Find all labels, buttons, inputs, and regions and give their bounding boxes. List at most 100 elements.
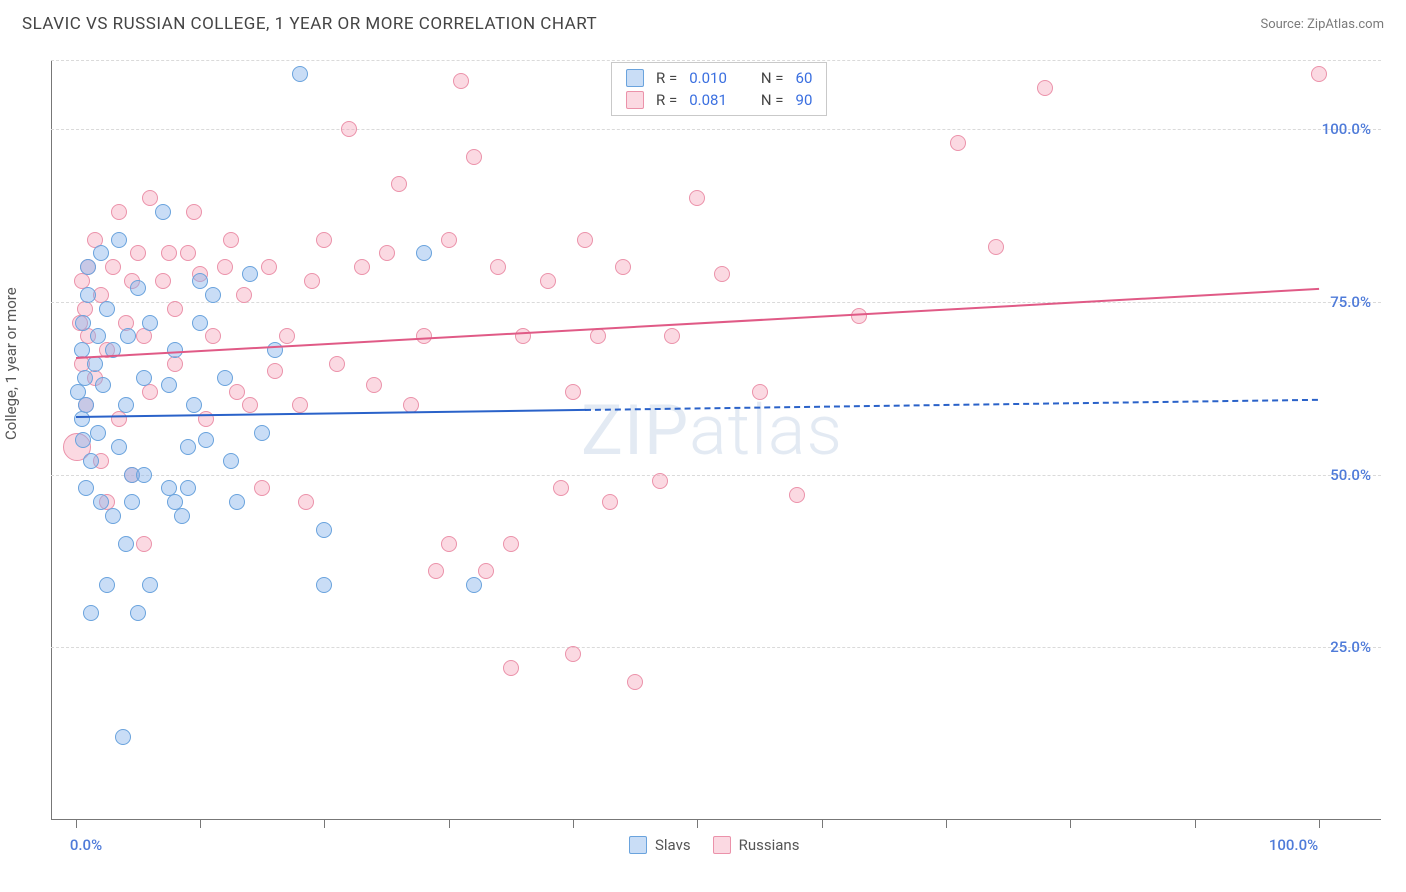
russians-point [490, 259, 506, 275]
stats-legend: R =0.010N =60R =0.081N =90 [611, 62, 827, 116]
russians-point [565, 384, 581, 400]
russians-point [136, 536, 152, 552]
russians-point [714, 266, 730, 282]
russians-point [950, 135, 966, 151]
slavs-point [99, 301, 115, 317]
x-tick-label-min: 0.0% [70, 836, 102, 854]
russians-point [577, 232, 593, 248]
y-tick-label: 75.0% [1330, 293, 1371, 311]
n-label: N = [761, 69, 784, 87]
y-tick-label: 25.0% [1330, 638, 1371, 656]
slavs-point [130, 280, 146, 296]
n-value: 60 [796, 69, 813, 87]
r-label: R = [656, 69, 677, 87]
russians-point [428, 563, 444, 579]
russians-point [130, 245, 146, 261]
slavs-point [118, 397, 134, 413]
slavs-point [136, 370, 152, 386]
russians-point [142, 190, 158, 206]
y-tick-label: 50.0% [1330, 466, 1371, 484]
slavs-point [93, 494, 109, 510]
russians-point [316, 232, 332, 248]
slavs-point [115, 729, 131, 745]
slavs-point [136, 467, 152, 483]
slavs-point [180, 480, 196, 496]
russians-point [590, 328, 606, 344]
stats-legend-row: R =0.010N =60 [612, 67, 826, 89]
x-tick [822, 820, 823, 828]
slavs-point [111, 232, 127, 248]
russians-point [167, 356, 183, 372]
legend-swatch [629, 836, 647, 854]
n-value: 90 [796, 91, 813, 109]
russians-point [453, 73, 469, 89]
gridline [51, 129, 1381, 130]
slavs-point [254, 425, 270, 441]
russians-point [229, 384, 245, 400]
russians-point [441, 536, 457, 552]
chart-header: SLAVIC VS RUSSIAN COLLEGE, 1 YEAR OR MOR… [22, 14, 1384, 34]
x-tick [76, 820, 77, 828]
slavs-point [192, 273, 208, 289]
slavs-point [120, 328, 136, 344]
russians-point [267, 363, 283, 379]
slavs-point [292, 66, 308, 82]
russians-point [366, 377, 382, 393]
slavs-point [198, 432, 214, 448]
russians-point [391, 176, 407, 192]
slavs-point [95, 377, 111, 393]
series-legend-label: Russians [739, 836, 800, 854]
russians-point [105, 259, 121, 275]
russians-point [161, 245, 177, 261]
plot-border [51, 60, 1381, 820]
gridline [51, 647, 1381, 648]
r-label: R = [656, 91, 677, 109]
russians-point [298, 494, 314, 510]
stats-legend-row: R =0.081N =90 [612, 89, 826, 111]
x-tick [324, 820, 325, 828]
slavs-point [80, 287, 96, 303]
russians-point [379, 245, 395, 261]
slavs-point [99, 577, 115, 593]
slavs-point [78, 480, 94, 496]
russians-point [205, 328, 221, 344]
slavs-point [130, 605, 146, 621]
russians-point [261, 259, 277, 275]
russians-point [223, 232, 239, 248]
slavs-point [93, 245, 109, 261]
russians-point [304, 273, 320, 289]
russians-point [689, 190, 705, 206]
slavs-point [242, 266, 258, 282]
n-label: N = [761, 91, 784, 109]
series-legend-item: Slavs [629, 836, 691, 854]
russians-point [540, 273, 556, 289]
russians-point [602, 494, 618, 510]
slavs-point [80, 259, 96, 275]
slavs-point [74, 411, 90, 427]
russians-point [441, 232, 457, 248]
russians-point [503, 660, 519, 676]
russians-point [136, 328, 152, 344]
series-legend: Slavs Russians [629, 836, 799, 854]
russians-point [752, 384, 768, 400]
russians-point [988, 239, 1004, 255]
russians-point [478, 563, 494, 579]
x-tick [1319, 820, 1320, 828]
slavs-point [466, 577, 482, 593]
russians-point [503, 536, 519, 552]
slavs-point [229, 494, 245, 510]
x-tick [1195, 820, 1196, 828]
y-axis-label: College, 1 year or more [2, 287, 20, 440]
slavs-point [316, 522, 332, 538]
russians-point [627, 674, 643, 690]
russians-point [789, 487, 805, 503]
legend-swatch [713, 836, 731, 854]
slavs-point [142, 577, 158, 593]
slavs-point [124, 494, 140, 510]
russians-point [217, 259, 233, 275]
slavs-point [87, 356, 103, 372]
russians-point [341, 121, 357, 137]
russians-point [242, 397, 258, 413]
russians-point [254, 480, 270, 496]
gridline [51, 60, 1381, 61]
